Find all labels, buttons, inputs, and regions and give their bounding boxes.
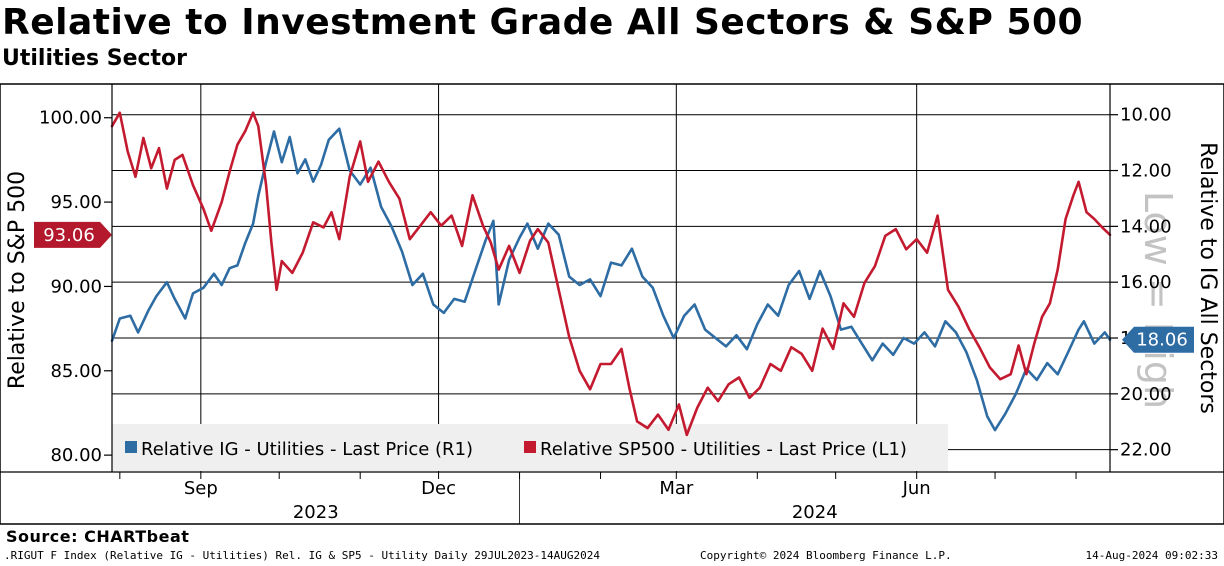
right-tick-label-2: 14.00 [1120, 216, 1172, 237]
right-tick-label-6: 22.00 [1120, 440, 1172, 461]
last-value-label-ig: 18.06 [1136, 330, 1188, 351]
legend-label-ig: Relative IG - Utilities - Last Price (R1… [141, 439, 473, 460]
copyright: Copyright© 2024 Bloomberg Finance L.P. [700, 549, 952, 562]
index-info: .RIGUT F Index (Relative IG - Utilities)… [4, 549, 601, 562]
watermark-text: Low = High [1136, 191, 1180, 409]
right-tick-label-0: 10.00 [1120, 105, 1172, 126]
right-tick-label-5: 20.00 [1120, 384, 1172, 405]
x-tick-label-1: Dec [421, 478, 456, 499]
x-tick-label-2: Mar [659, 478, 694, 499]
right-tick-label-3: 16.00 [1120, 272, 1172, 293]
right-tick-label-1: 12.00 [1120, 161, 1172, 182]
chart-legend: Relative IG - Utilities - Last Price (R1… [112, 424, 948, 471]
left-tick-label-1: 85.00 [50, 361, 102, 382]
last-value-badge-sp500 [34, 221, 112, 248]
last-value-label-sp500: 93.06 [43, 225, 95, 246]
year-label-1: 2024 [792, 502, 838, 523]
source-label: Source: CHARTbeat [6, 527, 190, 546]
left-tick-label-3: 95.00 [50, 192, 102, 213]
legend-swatch-sp500 [524, 441, 536, 453]
legend-label-sp500: Relative SP500 - Utilities - Last Price … [540, 439, 907, 460]
chart-title: Relative to Investment Grade All Sectors… [2, 2, 1084, 43]
series-line-ig [110, 127, 1112, 432]
series-line-sp500 [110, 111, 1112, 437]
last-value-badge-ig [1122, 326, 1194, 353]
x-tick-label-3: Jun [902, 478, 931, 499]
year-label-0: 2023 [293, 502, 339, 523]
timestamp: 14-Aug-2024 09:02:33 [1085, 549, 1218, 562]
left-tick-label-4: 100.00 [39, 108, 102, 129]
left-tick-label-2: 90.00 [50, 276, 102, 297]
axes-layer: 80.00 85.00 90.00 95.00 100.00 10.00 12.00 14.0… [0, 84, 1224, 524]
left-axis-title: Relative to S&P 500 [5, 171, 30, 389]
left-tick-label-0: 80.00 [50, 445, 102, 466]
plot-frame [0, 83, 1224, 525]
legend-swatch-ig [125, 441, 137, 453]
x-tick-label-0: Sep [184, 478, 218, 499]
chart-subtitle: Utilities Sector [2, 46, 188, 71]
series-layer [110, 111, 1112, 437]
right-axis-title: Relative to IG All Sectors [1195, 142, 1220, 414]
